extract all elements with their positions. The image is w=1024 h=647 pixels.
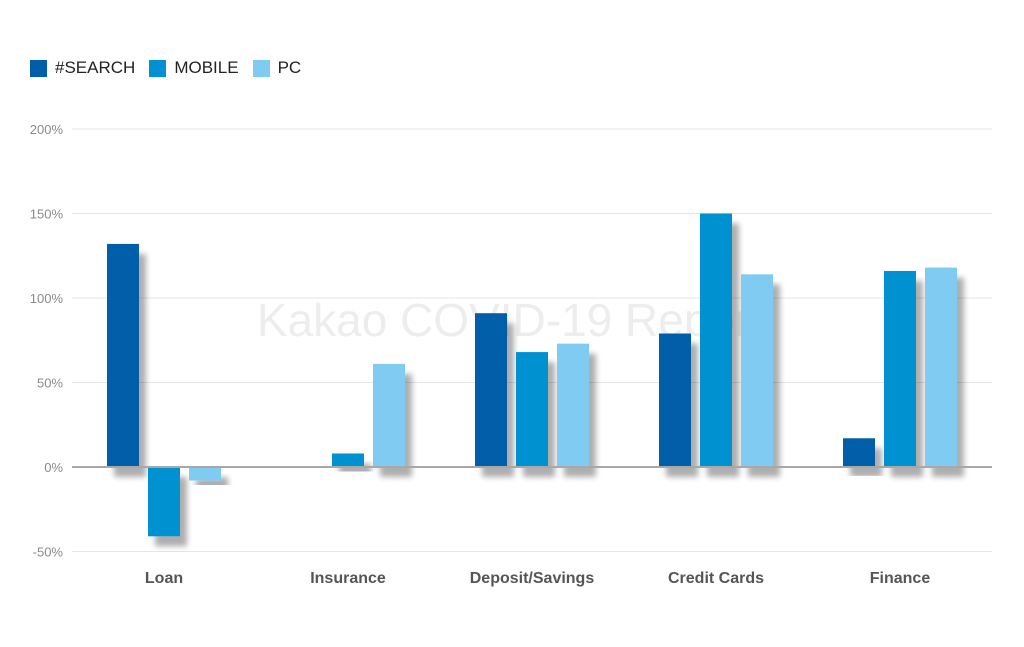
- y-tick-label: 150%: [30, 207, 64, 222]
- bar-pc-insurance: [373, 363, 405, 467]
- x-category-label: Deposit/Savings: [470, 570, 595, 587]
- bar-mobile-loan: [148, 467, 180, 537]
- bar-mobile-finance: [884, 270, 916, 467]
- legend-swatch-pc: [252, 59, 270, 77]
- legend: #SEARCH MOBILE PC: [30, 58, 301, 78]
- bar-search-loan: [107, 243, 139, 467]
- x-category-label: Credit Cards: [668, 570, 764, 587]
- x-category-label: Loan: [145, 570, 183, 587]
- y-tick-label: 50%: [37, 376, 63, 391]
- bar-search-finance: [843, 438, 875, 467]
- y-tick-label: 100%: [30, 291, 64, 306]
- axis-layer: 200% 150% 100% 50% 0% -50% Loan Insurance Deposi…: [30, 122, 992, 587]
- legend-item-mobile: MOBILE: [149, 58, 239, 78]
- bar-pc-loan: [189, 467, 221, 481]
- x-category-label: Insurance: [310, 570, 386, 587]
- legend-item-pc: PC: [252, 58, 302, 78]
- bar-pc-finance: [925, 267, 957, 467]
- bar-mobile-credit-cards: [700, 213, 732, 467]
- y-tick-label: -50%: [33, 545, 64, 560]
- bar-layer: [107, 213, 957, 537]
- y-tick-label: 0%: [44, 460, 63, 475]
- bar-mobile-deposit-savings: [516, 352, 548, 467]
- bar-pc-deposit-savings: [557, 343, 589, 467]
- legend-swatch-search: [30, 59, 47, 77]
- x-category-label: Finance: [870, 570, 931, 587]
- legend-label-pc: PC: [277, 58, 302, 77]
- legend-label-mobile: MOBILE: [174, 58, 239, 77]
- y-tick-label: 200%: [30, 122, 64, 137]
- legend-item-search: #SEARCH: [30, 58, 135, 78]
- bar-pc-credit-cards: [741, 274, 773, 467]
- bar-search-credit-cards: [659, 333, 691, 467]
- bar-mobile-insurance: [332, 453, 364, 467]
- legend-label-search: #SEARCH: [55, 58, 136, 77]
- legend-swatch-mobile: [149, 59, 167, 77]
- bar-search-deposit-savings: [475, 313, 507, 467]
